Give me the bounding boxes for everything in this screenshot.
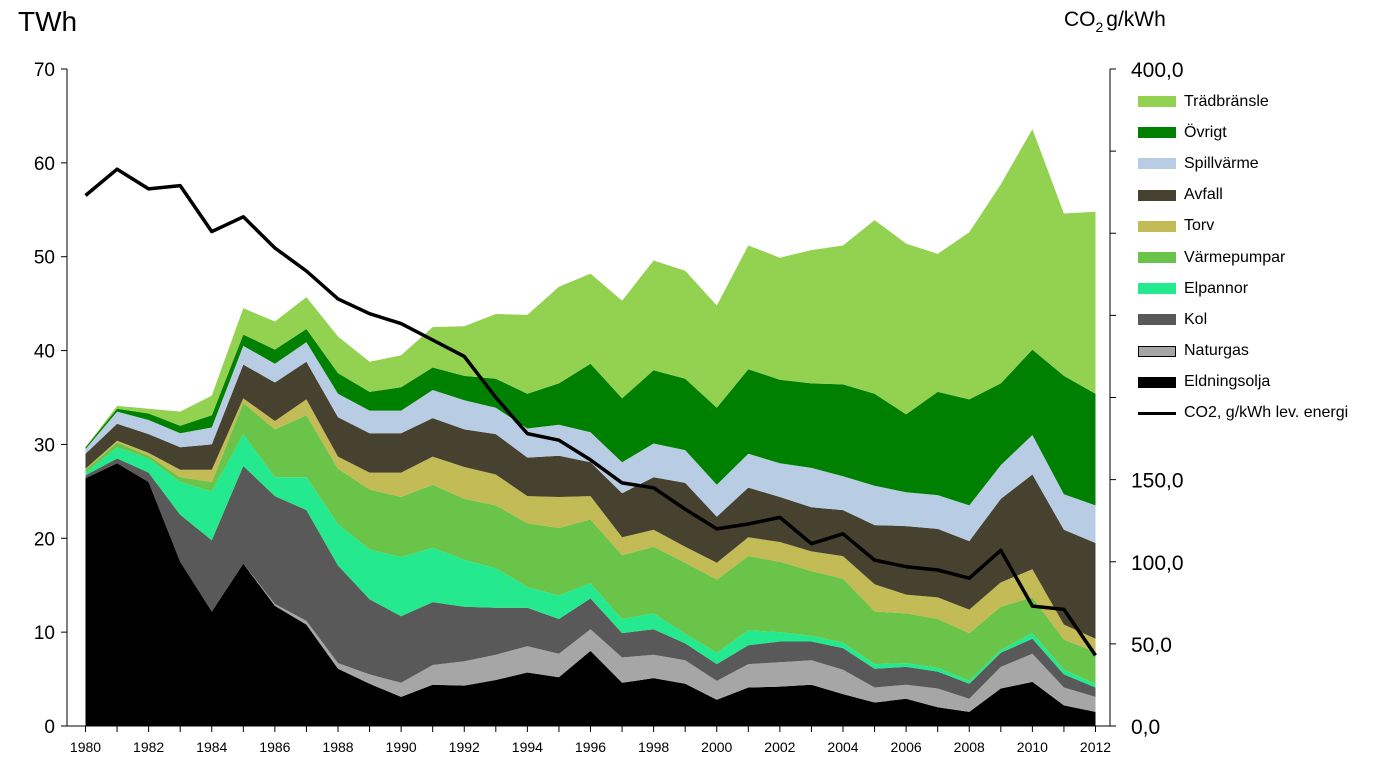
x-tick-label: 1992 <box>449 739 480 755</box>
legend-item-torv: Torv <box>1138 211 1348 242</box>
area-spillvärme <box>85 342 1096 543</box>
legend: Trädbränsle Övrigt Spillvärme Avfall Torv Vär… <box>1138 86 1348 429</box>
legend-label: Elpannor <box>1184 279 1249 297</box>
left-tick-label: 20 <box>34 529 55 550</box>
right-unit-rest: g/kWh <box>1106 8 1166 31</box>
right-unit-subscript: 2 <box>1095 19 1104 35</box>
legend-item-co2-g-kwh-lev-energi: CO2, g/kWh lev. energi <box>1138 398 1348 429</box>
area-värmepumpar <box>85 403 1096 684</box>
legend-swatch <box>1138 158 1176 170</box>
x-tick-label: 1984 <box>196 739 227 755</box>
x-tick-label: 1994 <box>512 739 543 755</box>
area-avfall <box>85 361 1096 639</box>
legend-swatch <box>1138 127 1176 139</box>
area-naturgas <box>85 463 1096 712</box>
x-tick-label: 2004 <box>827 739 858 755</box>
legend-label: Eldningsolja <box>1184 373 1271 391</box>
x-tick-label: 2008 <box>954 739 985 755</box>
x-tick-label: 2012 <box>1080 739 1111 755</box>
area-layer <box>85 129 1096 726</box>
legend-label: Värmepumpar <box>1184 248 1286 266</box>
x-tick-label: 1998 <box>638 739 669 755</box>
left-tick-label: 30 <box>34 435 55 456</box>
legend-swatch <box>1138 189 1176 201</box>
legend-swatch <box>1138 376 1176 388</box>
left-tick-label: 50 <box>34 248 55 269</box>
legend-label: Spillvärme <box>1184 154 1259 172</box>
right-unit-main: CO <box>1064 8 1096 31</box>
x-tick-label: 1988 <box>322 739 353 755</box>
legend-label: Trädbränsle <box>1184 92 1269 110</box>
right-axis-unit: CO2 g/kWh <box>1064 8 1166 35</box>
right-tick-label: 150,0 <box>1131 470 1184 493</box>
left-axis-unit: TWh <box>18 6 78 37</box>
area-torv <box>85 398 1096 652</box>
legend-swatch <box>1138 314 1176 326</box>
legend-label: Övrigt <box>1184 123 1227 141</box>
legend-swatch <box>1138 96 1176 108</box>
legend-swatch <box>1138 252 1176 264</box>
legend-label: Kol <box>1184 310 1208 328</box>
area-kol <box>85 458 1096 699</box>
legend-item-trädbränsle: Trädbränsle <box>1138 86 1348 117</box>
legend-swatch <box>1138 345 1176 357</box>
area-trädbränsle <box>85 129 1096 448</box>
co2-line <box>84 167 1097 657</box>
legend-item-kol: Kol <box>1138 304 1348 335</box>
legend-label: Torv <box>1184 217 1215 235</box>
legend-item-spillvärme: Spillvärme <box>1138 148 1348 179</box>
x-tick-label: 1982 <box>133 739 164 755</box>
x-tick-label: 1980 <box>70 739 101 755</box>
legend-item-avfall: Avfall <box>1138 180 1348 211</box>
legend-item-värmepumpar: Värmepumpar <box>1138 242 1348 273</box>
x-tick-label: 1986 <box>259 739 290 755</box>
left-tick-label: 0 <box>44 717 55 738</box>
x-tick-label: 2010 <box>1017 739 1048 755</box>
x-tick-label: 2006 <box>891 739 922 755</box>
co2-line-layer <box>84 167 1097 657</box>
legend-item-övrigt: Övrigt <box>1138 117 1348 148</box>
right-tick-label: 400,0 <box>1131 59 1184 82</box>
legend-label: Avfall <box>1184 186 1223 204</box>
x-tick-label: 1990 <box>386 739 417 755</box>
legend-swatch <box>1138 283 1176 295</box>
x-tick-label: 1996 <box>575 739 606 755</box>
legend-item-eldningsolja: Eldningsolja <box>1138 367 1348 398</box>
left-tick-label: 70 <box>34 60 55 81</box>
right-tick-label: 100,0 <box>1131 552 1184 575</box>
x-tick-label: 2002 <box>764 739 795 755</box>
left-tick-label: 10 <box>34 623 55 644</box>
left-tick-label: 40 <box>34 342 55 363</box>
legend-item-elpannor: Elpannor <box>1138 273 1348 304</box>
legend-swatch <box>1138 220 1176 232</box>
legend-item-naturgas: Naturgas <box>1138 336 1348 367</box>
right-tick-label: 0,0 <box>1131 716 1160 739</box>
right-tick-label: 50,0 <box>1131 634 1172 657</box>
legend-swatch <box>1138 411 1176 415</box>
legend-label: Naturgas <box>1184 342 1249 360</box>
area-eldningsolja <box>85 463 1096 726</box>
left-tick-label: 60 <box>34 154 55 175</box>
x-tick-label: 2000 <box>701 739 732 755</box>
legend-label: CO2, g/kWh lev. energi <box>1184 404 1349 422</box>
axes-layer: 0 10 20 30 40 50 60 70 0,0 50,0 100,0 150,0 400,0 198… <box>34 59 1184 755</box>
